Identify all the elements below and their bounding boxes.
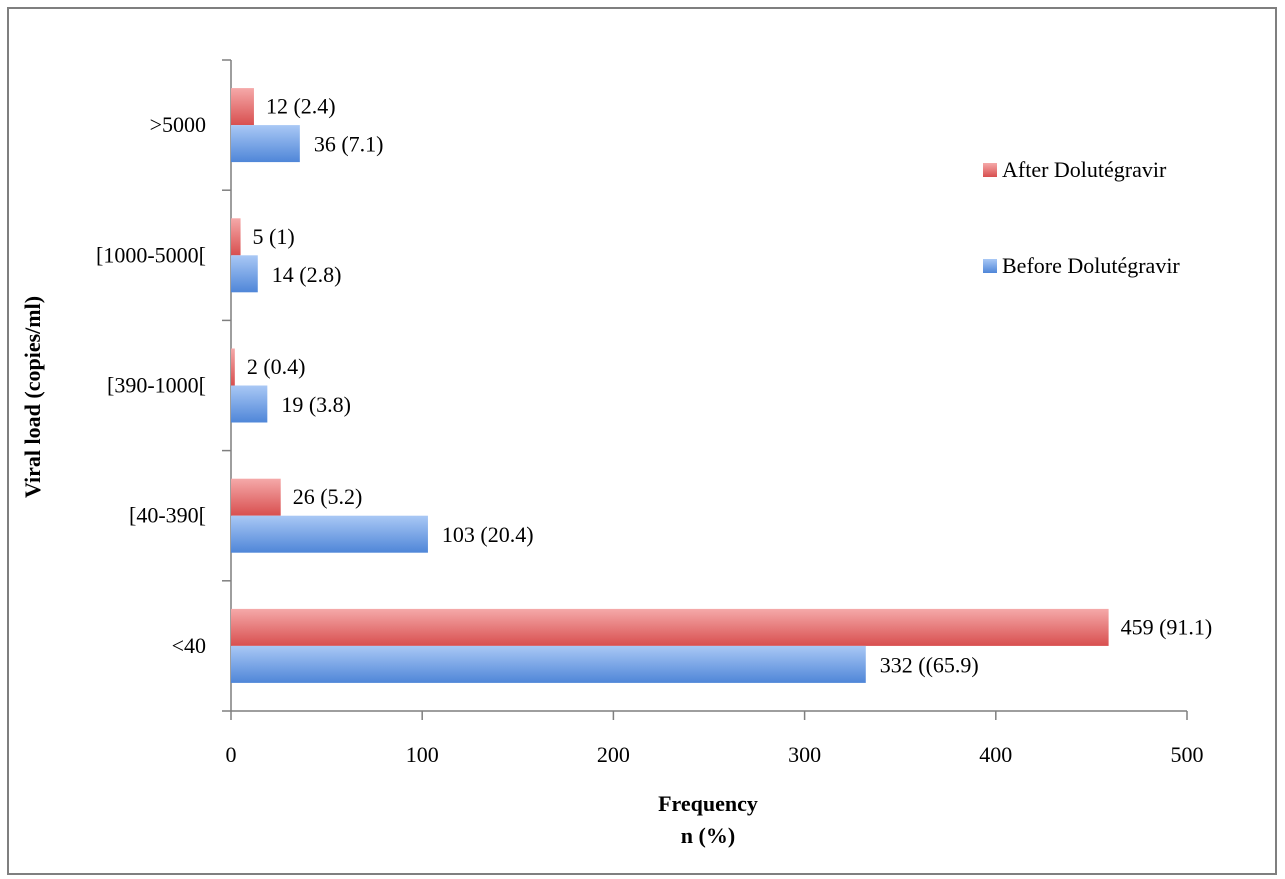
x-tick-label: 300: [788, 742, 821, 767]
data-label-before: 103 (20.4): [442, 522, 534, 547]
bar-after: [231, 348, 235, 386]
data-label-before: 19 (3.8): [281, 392, 351, 417]
y-category-label: <40: [172, 633, 206, 658]
chart-frame: [7, 7, 1277, 875]
bar-before: [231, 125, 300, 163]
data-label-before: 14 (2.8): [272, 262, 342, 287]
legend-swatch: [983, 259, 997, 273]
x-tick-label: 500: [1171, 742, 1204, 767]
x-axis-title-line2: n (%): [681, 823, 735, 848]
data-label-before: 332 ((65.9): [880, 652, 979, 677]
legend-label: Before Dolutégravir: [1002, 253, 1180, 278]
data-label-after: 2 (0.4): [247, 354, 306, 379]
data-label-before: 36 (7.1): [314, 132, 384, 157]
data-label-after: 5 (1): [253, 224, 295, 249]
labels: <40 459 (91.1) 332 ((65.9) [40-390[ 26 (5.2)…: [96, 94, 1212, 678]
y-category-label: >5000: [150, 112, 206, 137]
bar-before: [231, 645, 866, 683]
legend: After Dolutégravir Before Dolutégravir: [983, 157, 1180, 278]
x-tick-label: 400: [979, 742, 1012, 767]
data-label-after: 12 (2.4): [266, 94, 336, 119]
bar-after: [231, 608, 1109, 646]
y-category-label: [1000-5000[: [96, 242, 206, 267]
data-label-after: 26 (5.2): [293, 484, 363, 509]
bar-before: [231, 255, 258, 293]
x-tick-label: 200: [597, 742, 630, 767]
y-category-label: [40-390[: [129, 503, 206, 528]
data-label-after: 459 (91.1): [1121, 614, 1213, 639]
bar-after: [231, 88, 254, 126]
x-axis-title-line1: Frequency: [658, 791, 758, 816]
x-tick-label: 100: [406, 742, 439, 767]
bar-after: [231, 478, 281, 516]
bar-before: [231, 385, 268, 423]
bars: [231, 88, 1109, 683]
bar-before: [231, 515, 428, 553]
bar-after: [231, 218, 241, 256]
legend-swatch: [983, 163, 997, 177]
y-axis-title: Viral load (copies/ml): [20, 296, 45, 498]
legend-label: After Dolutégravir: [1002, 157, 1167, 182]
y-category-label: [390-1000[: [107, 373, 206, 398]
x-tick-label: 0: [226, 742, 237, 767]
axes: 0 100 200 300 400 500: [222, 59, 1204, 767]
